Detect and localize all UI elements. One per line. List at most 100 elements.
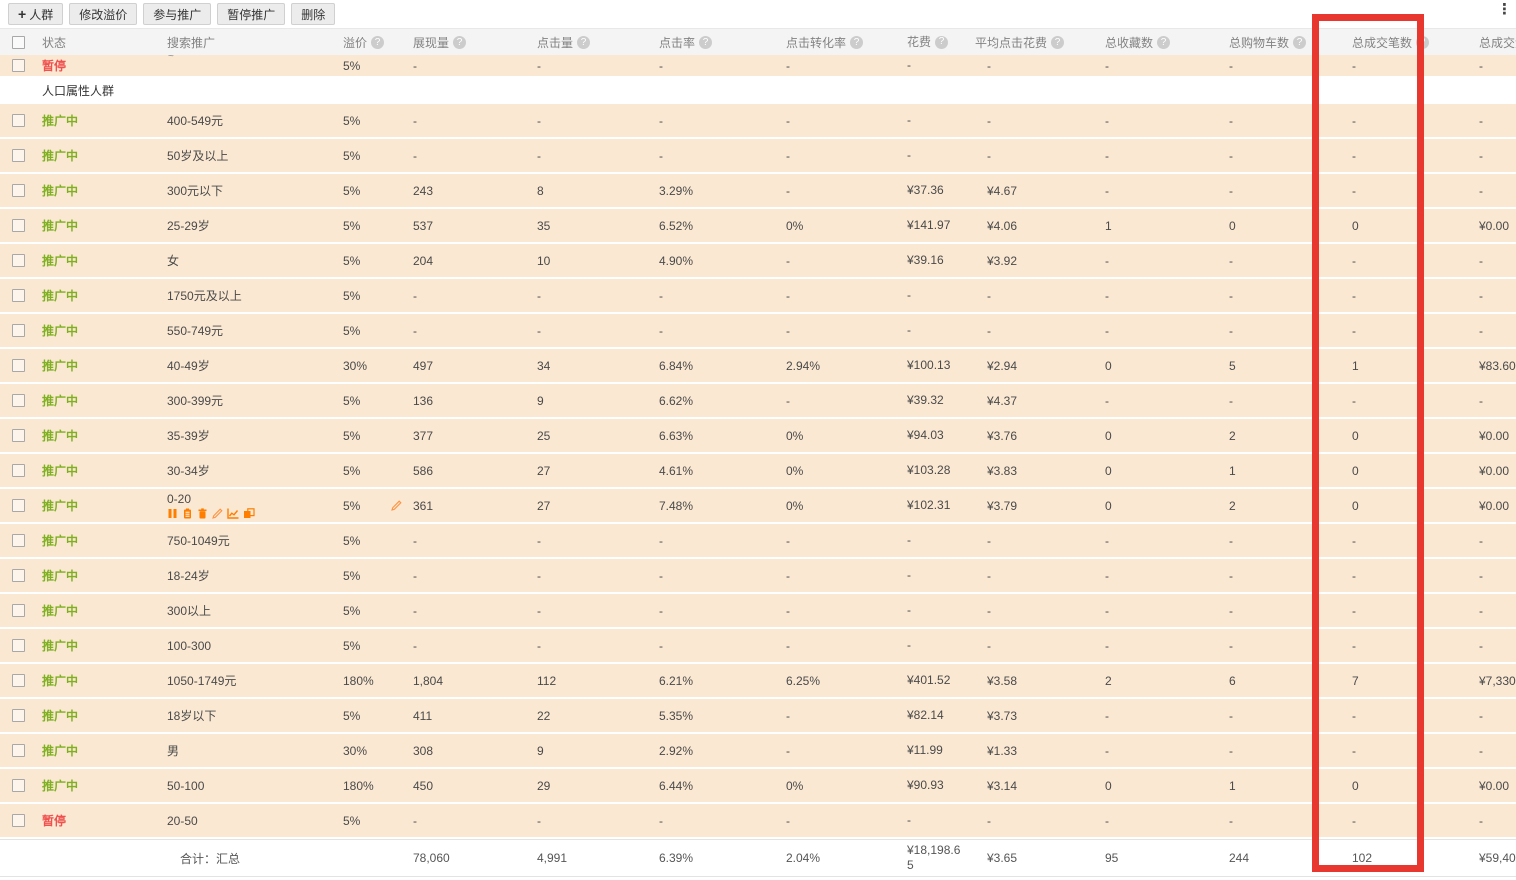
clipboard-icon[interactable]: [182, 508, 193, 519]
column-header-2: 搜索推广: [160, 29, 338, 55]
cell-carts: -: [1218, 699, 1343, 732]
help-icon[interactable]: ?: [1416, 35, 1430, 49]
help-icon[interactable]: ?: [1051, 35, 1065, 49]
audience-name: 1050-1749元: [167, 674, 237, 688]
footer-value-impressions: 78,060: [413, 851, 450, 865]
cell-ctr: 4.90%: [653, 244, 778, 277]
join-promotion-button[interactable]: 参与推广: [143, 3, 212, 25]
pause-promotion-button[interactable]: 暂停推广: [217, 3, 286, 25]
cell-cost: ¥141.97: [903, 209, 965, 242]
row-checkbox[interactable]: [11, 639, 25, 652]
status-cell: 暂停: [36, 55, 160, 76]
delete-button[interactable]: 删除: [291, 3, 336, 25]
status-badge-active: 推广中: [42, 429, 79, 443]
value-ctr: -: [659, 58, 663, 73]
select-all-checkbox[interactable]: [11, 35, 25, 49]
audience-name: 750-1049元: [167, 534, 230, 548]
help-icon[interactable]: ?: [1293, 35, 1307, 49]
audience-name: 20-50: [167, 813, 198, 828]
cell-clicks: 25: [530, 419, 653, 452]
row-checkbox[interactable]: [11, 569, 25, 582]
row-checkbox[interactable]: [11, 604, 25, 617]
help-icon[interactable]: ?: [453, 35, 467, 49]
edit-icon[interactable]: [212, 508, 223, 519]
delete-icon[interactable]: [197, 508, 208, 519]
table-row: 推广中 50-100 180% 450 29 6.44% 0% ¥90.93 ¥3.14 0 1 0 ¥…: [0, 769, 1516, 804]
cell-premium: 5%: [338, 279, 405, 312]
help-icon[interactable]: ?: [371, 35, 385, 49]
more-options-icon[interactable]: ⋮: [1497, 1, 1512, 18]
status-badge-active: 推广中: [42, 394, 79, 408]
copy-icon[interactable]: [243, 508, 255, 519]
value-favorites: -: [1105, 638, 1109, 653]
cell-amount: -: [1445, 314, 1516, 347]
value-cvr: 0%: [786, 428, 804, 443]
cell-favorites: -: [1093, 139, 1218, 172]
value-premium: 5%: [343, 218, 361, 233]
row-checkbox[interactable]: [11, 674, 25, 687]
row-checkbox[interactable]: [11, 534, 25, 547]
audience-name: 女: [167, 254, 180, 268]
row-checkbox[interactable]: [11, 184, 25, 197]
cell-cost: -: [903, 629, 965, 662]
checkbox-cell: [0, 104, 36, 137]
value-cost: ¥11.99: [907, 743, 943, 757]
cell-cvr: 0%: [778, 419, 903, 452]
value-premium: 180%: [343, 673, 374, 688]
checkbox-cell: [0, 664, 36, 697]
value-cost: ¥94.03: [907, 428, 944, 442]
row-checkbox[interactable]: [11, 114, 25, 127]
status-badge-active: 推广中: [42, 219, 79, 233]
help-icon[interactable]: ?: [935, 35, 949, 49]
row-checkbox[interactable]: [11, 429, 25, 442]
modify-premium-button[interactable]: 修改溢价: [69, 3, 138, 25]
row-checkbox[interactable]: [11, 289, 25, 302]
row-checkbox[interactable]: [11, 324, 25, 337]
status-cell: 推广中: [36, 209, 160, 242]
row-checkbox[interactable]: [11, 254, 25, 267]
value-carts: 1: [1229, 463, 1236, 478]
value-avg-click-cost: -: [987, 533, 991, 548]
add-audience-button[interactable]: + 人群: [8, 3, 64, 25]
value-avg-click-cost: ¥3.92: [987, 253, 1018, 268]
value-cost: ¥90.93: [907, 778, 944, 792]
help-icon[interactable]: ?: [699, 35, 713, 49]
cell-amount: -: [1445, 804, 1516, 837]
cell-premium: 5%: [338, 384, 405, 417]
row-checkbox[interactable]: [11, 219, 25, 232]
row-checkbox[interactable]: [11, 499, 25, 512]
cell-premium: 5%: [338, 699, 405, 732]
value-ctr: -: [659, 323, 663, 338]
help-icon[interactable]: ?: [850, 35, 864, 49]
help-icon[interactable]: ?: [1157, 35, 1171, 49]
row-checkbox[interactable]: [11, 359, 25, 372]
table-row: 暂停 20-50 5% - - - - - - - - - -: [0, 804, 1516, 839]
row-checkbox[interactable]: [11, 59, 25, 72]
row-checkbox[interactable]: [11, 394, 25, 407]
pause-icon[interactable]: [167, 508, 178, 519]
table-row: 推广中 0-20 5% 361 27 7.48% 0% ¥102.31 ¥3.79 0 2 0 ¥0.0…: [0, 489, 1516, 524]
row-checkbox[interactable]: [11, 149, 25, 162]
value-avg-click-cost: ¥2.94: [987, 358, 1018, 373]
row-checkbox[interactable]: [11, 744, 25, 757]
cell-premium: 5%: [338, 209, 405, 242]
cell-amount: -: [1445, 244, 1516, 277]
value-avg-click-cost: -: [987, 148, 991, 163]
value-ctr: -: [659, 113, 663, 128]
row-checkbox[interactable]: [11, 464, 25, 477]
value-carts: 1: [1229, 778, 1236, 793]
row-checkbox[interactable]: [11, 709, 25, 722]
checkbox-cell: [0, 699, 36, 732]
chart-icon[interactable]: [227, 508, 239, 519]
value-carts: 2: [1229, 428, 1236, 443]
status-cell: 推广中: [36, 454, 160, 487]
help-icon[interactable]: ?: [577, 35, 591, 49]
cell-carts: -: [1218, 104, 1343, 137]
cell-amount: -: [1445, 734, 1516, 767]
value-impressions: 308: [413, 743, 434, 758]
cell-impressions: 204: [405, 244, 530, 277]
row-checkbox[interactable]: [11, 779, 25, 792]
edit-premium-icon[interactable]: [391, 500, 402, 511]
audience-name-cell: 30-34岁: [160, 454, 338, 487]
row-checkbox[interactable]: [11, 814, 25, 827]
